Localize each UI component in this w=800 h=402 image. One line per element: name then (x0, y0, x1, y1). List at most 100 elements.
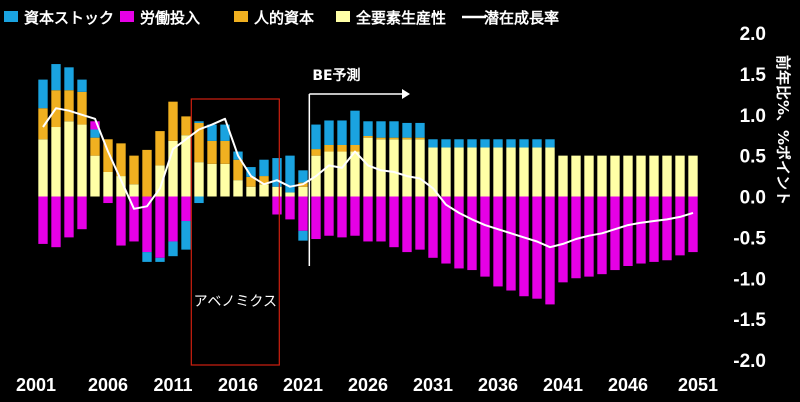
legend-label-capital: 資本ストック (24, 9, 114, 27)
bar-labor-2046 (623, 196, 633, 266)
bar-capital-2040 (545, 139, 555, 148)
legend-label-labor: 労働投入 (140, 9, 200, 27)
bar-tfp-2040 (545, 147, 555, 197)
bar-tfp-2021 (298, 186, 308, 197)
bar-capital-2037 (506, 139, 516, 148)
bar-human-2029 (402, 137, 412, 140)
bar-labor-2030 (415, 196, 425, 250)
bar-tfp-2019 (272, 186, 282, 197)
bar-labor-2040 (545, 196, 555, 305)
bar-tfp-2001 (38, 139, 48, 197)
bar-capital-2032 (441, 139, 451, 148)
bar-capital-2027 (376, 121, 386, 138)
bar-labor-2028 (389, 196, 399, 248)
bar-tfp-2049 (662, 155, 672, 197)
bar-human-2008 (129, 155, 139, 185)
potential-growth-line (42, 107, 694, 249)
bar-human-2027 (376, 137, 386, 140)
bar-tfp-2002 (51, 127, 61, 197)
bar-labor-2031 (428, 196, 438, 258)
bar-tfp-2047 (636, 155, 646, 197)
bar-capital-2038 (519, 139, 529, 148)
x-tick-label: 2001 (16, 375, 56, 395)
bar-tfp-2025 (350, 151, 360, 197)
bar-capital-2019 (272, 158, 282, 187)
bar-labor-2024 (337, 196, 347, 238)
bar-human-2009 (142, 149, 152, 197)
y-tick-label: 1.0 (740, 106, 766, 127)
bar-tfp-2012 (181, 135, 191, 197)
bar-labor-2010 (155, 196, 165, 258)
x-tick-label: 2016 (218, 375, 258, 395)
legend-swatch-labor (120, 11, 134, 22)
legend: 資本ストック 労働投入 人的資本 全要素生産性 潜在成長率 (4, 9, 559, 27)
bar-tfp-2030 (415, 139, 425, 197)
x-tick-label: 2021 (283, 375, 323, 395)
bar-tfp-2038 (519, 147, 529, 197)
bar-human-2012 (181, 116, 191, 136)
x-tick-label: 2051 (678, 375, 718, 395)
bar-tfp-2042 (571, 155, 581, 197)
y-tick-label: -2.0 (733, 351, 766, 372)
bar-tfp-2015 (220, 163, 230, 197)
bar-capital-2036 (493, 139, 503, 148)
bar-labor-2037 (506, 196, 516, 291)
bar-tfp-2023 (324, 151, 334, 197)
bar-tfp-2041 (558, 155, 568, 197)
bar-labor-2026 (363, 196, 373, 242)
bar-tfp-2050 (675, 155, 685, 197)
bar-tfp-2018 (259, 184, 269, 197)
bar-human-2030 (415, 137, 425, 140)
bar-labor-2032 (441, 196, 451, 264)
legend-swatch-tfp (336, 11, 350, 22)
bar-human-2017 (246, 176, 256, 187)
bar-labor-2041 (558, 196, 568, 283)
bar-capital-2020 (285, 155, 295, 193)
bar-human-2003 (64, 90, 74, 122)
bar-human-2006 (103, 139, 113, 172)
bar-tfp-2017 (246, 186, 256, 197)
bar-capital-2013 (194, 121, 204, 123)
bar-capital-neg-2009 (142, 252, 152, 262)
bar-labor-2004 (77, 196, 87, 230)
y-axis-label: 前年比%、%ポイント (774, 55, 792, 205)
bar-capital-2039 (532, 139, 542, 148)
bar-capital-2014 (207, 124, 217, 141)
bar-tfp-2037 (506, 147, 516, 197)
abenomics-label: アベノミクス (194, 294, 277, 310)
bar-tfp-2016 (233, 180, 243, 197)
bar-labor-2001 (38, 196, 48, 244)
bar-labor-2021 (298, 196, 308, 231)
bar-tfp-2046 (623, 155, 633, 197)
bar-human-2016 (233, 159, 243, 181)
bar-labor-2047 (636, 196, 646, 264)
y-tick-label: -0.5 (733, 228, 766, 249)
bar-tfp-2035 (480, 147, 490, 197)
bar-capital-2005 (90, 129, 100, 138)
bar-labor-2045 (610, 196, 620, 271)
bar-capital-2001 (38, 79, 48, 109)
bar-human-2011 (168, 101, 178, 141)
bar-human-2028 (389, 137, 399, 140)
bar-human-2022 (311, 149, 321, 156)
bar-tfp-2003 (64, 121, 74, 197)
bar-tfp-2028 (389, 139, 399, 197)
bar-capital-2002 (51, 64, 61, 91)
bar-human-2025 (350, 145, 360, 152)
bar-tfp-2039 (532, 147, 542, 197)
potential-line-layer (42, 107, 694, 249)
bar-capital-2015 (220, 124, 230, 141)
bar-human-2018 (259, 176, 269, 185)
y-tick-label: 1.5 (740, 65, 767, 86)
bar-labor-2039 (532, 196, 542, 299)
bar-human-2014 (207, 140, 217, 164)
bar-capital-2021 (298, 170, 308, 183)
x-tick-label: 2036 (478, 375, 518, 395)
bar-capital-neg-2012 (181, 221, 191, 250)
bar-labor-2012 (181, 196, 191, 222)
bar-labor-2036 (493, 196, 503, 287)
bar-capital-2025 (350, 110, 360, 145)
bar-tfp-2004 (77, 124, 87, 197)
bar-labor-2042 (571, 196, 581, 279)
